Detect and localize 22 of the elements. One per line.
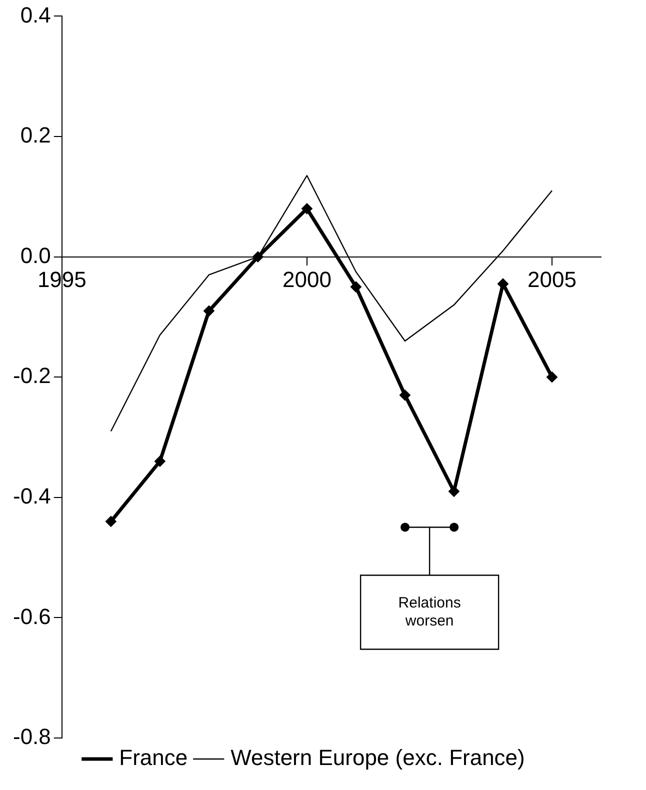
y-tick-label: 0.2: [20, 122, 51, 148]
point: [252, 251, 264, 262]
x-tick-label: 2000: [282, 267, 332, 292]
point: [350, 281, 362, 292]
point: [497, 278, 508, 290]
point: [154, 456, 166, 467]
y-tick-label: 0.0: [20, 242, 51, 268]
x-tick-label: 2005: [528, 267, 576, 292]
legend-label: France: [119, 745, 188, 770]
y-tick-label: -0.2: [12, 363, 51, 388]
point: [203, 305, 214, 316]
point: [301, 203, 312, 214]
point: [448, 486, 460, 497]
point: [105, 516, 116, 527]
point: [399, 390, 410, 401]
y-tick-label: -0.6: [12, 604, 51, 629]
y-tick-label: -0.8: [12, 724, 51, 750]
legend-label: Western Europe (exc. France): [230, 745, 525, 770]
point: [546, 372, 558, 383]
y-tick-label: -0.4: [12, 483, 51, 508]
annotation: Relations worsen: [398, 594, 461, 630]
y-tick-label: 0.4: [20, 2, 51, 28]
